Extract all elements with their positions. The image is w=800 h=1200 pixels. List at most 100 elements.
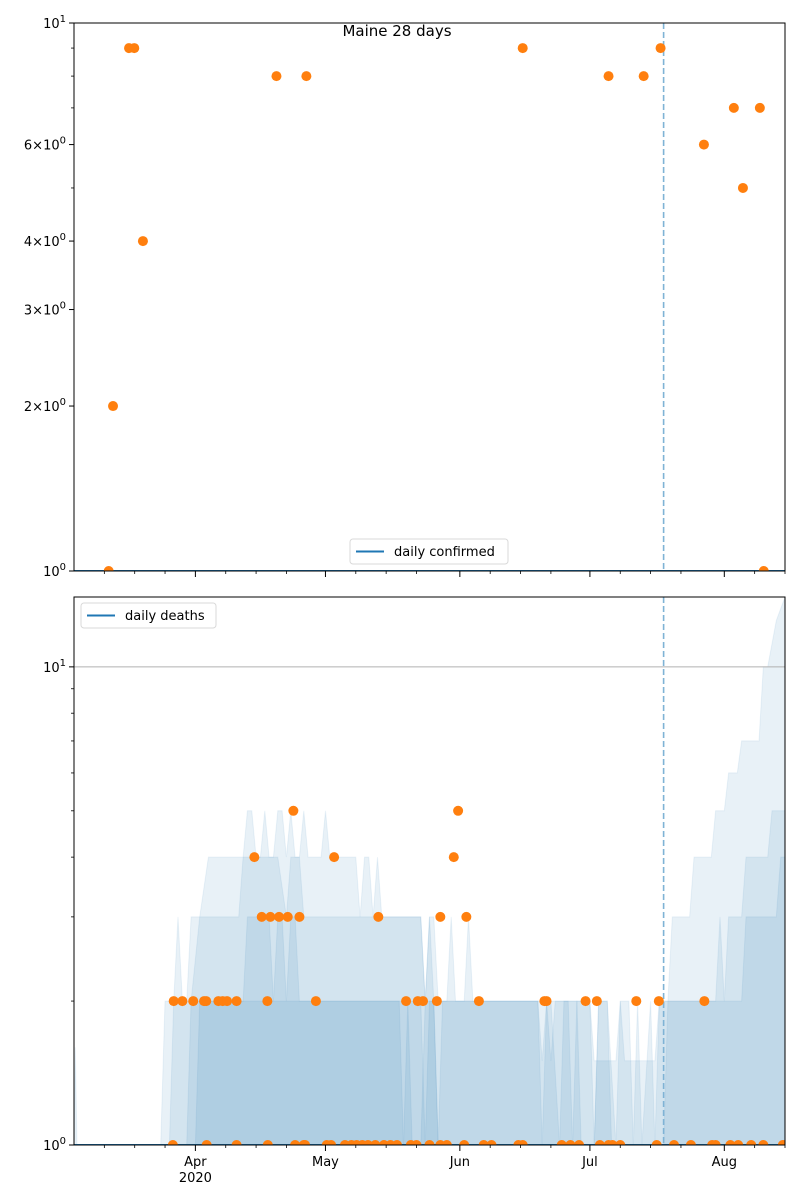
data-point: [603, 71, 614, 82]
data-point: [401, 996, 412, 1007]
legend-box: [80, 602, 217, 629]
data-point: [168, 996, 179, 1007]
data-point: [177, 996, 188, 1007]
data-point: [685, 1140, 696, 1145]
ytick-mult: 2×: [24, 400, 43, 415]
ytick-exp: 0: [60, 232, 66, 243]
data-point: [653, 996, 664, 1007]
ytick-exp: 1: [60, 658, 66, 669]
ytick-base: 10: [43, 565, 60, 580]
data-point: [265, 911, 276, 922]
data-point: [201, 996, 212, 1007]
data-point: [728, 102, 739, 113]
ytick-label: 101: [43, 658, 66, 676]
data-point: [754, 102, 765, 113]
data-point: [473, 996, 484, 1007]
data-point: [737, 182, 748, 193]
legend: daily deaths: [80, 602, 217, 629]
data-point: [256, 911, 267, 922]
data-point: [591, 996, 602, 1007]
data-point: [733, 1140, 744, 1145]
ytick-base: 10: [43, 139, 60, 154]
data-point: [288, 805, 299, 816]
xtick-label: Aug: [712, 1155, 737, 1170]
data-point: [431, 996, 442, 1007]
data-point: [271, 71, 282, 82]
data-point: [486, 1140, 497, 1145]
data-point: [574, 1140, 585, 1145]
data-point: [282, 911, 293, 922]
data-point: [631, 996, 642, 1007]
ytick-base: 10: [43, 304, 60, 319]
data-point: [615, 1140, 626, 1145]
data-point: [580, 996, 591, 1007]
data-point: [638, 71, 649, 82]
data-point: [556, 1140, 567, 1145]
xtick-label: Jun: [449, 1155, 470, 1170]
data-point: [108, 401, 119, 412]
data-point: [517, 43, 528, 54]
legend-label: daily deaths: [125, 609, 205, 624]
ytick-base: 10: [43, 17, 60, 32]
ytick-label: 2×100: [24, 397, 66, 415]
data-point: [222, 996, 233, 1007]
data-point: [417, 996, 428, 1007]
ytick-label: 100: [43, 1136, 66, 1154]
data-point: [310, 996, 321, 1007]
data-point: [424, 1140, 435, 1145]
data-point: [435, 911, 446, 922]
xtick-label: Jul: [581, 1155, 598, 1170]
data-point: [607, 1140, 618, 1145]
data-point: [461, 911, 472, 922]
ytick-mult: 3×: [24, 304, 43, 319]
chart-title: Maine 28 days: [342, 22, 451, 40]
ytick-mult: 6×: [24, 139, 43, 154]
data-point: [391, 1140, 402, 1145]
data-point: [129, 43, 140, 54]
data-point: [137, 236, 148, 247]
ytick-base: 10: [43, 235, 60, 250]
data-point: [758, 566, 769, 571]
ytick-label: 4×100: [24, 232, 66, 250]
data-point: [459, 1140, 470, 1145]
xtick-label: May: [312, 1155, 339, 1170]
data-point: [249, 852, 260, 863]
data-point: [362, 1140, 373, 1145]
band-core: [74, 1000, 785, 1145]
ytick-label: 3×100: [24, 301, 66, 319]
data-point: [441, 1140, 452, 1145]
data-point: [300, 1140, 311, 1145]
data-point: [188, 996, 199, 1007]
data-point: [746, 1140, 757, 1145]
data-point: [231, 996, 242, 1007]
data-point: [777, 1140, 785, 1145]
data-point: [565, 1140, 576, 1145]
data-point: [594, 1140, 605, 1145]
plot-area: [74, 23, 785, 571]
ytick-base: 10: [43, 661, 60, 676]
ytick-exp: 0: [60, 1136, 66, 1147]
ytick-exp: 0: [60, 301, 66, 312]
data-point: [290, 1140, 301, 1145]
xtick-sublabel: 2020: [179, 1171, 212, 1186]
data-point: [329, 852, 340, 863]
legend-box: [349, 538, 509, 565]
data-point: [274, 911, 285, 922]
data-point: [517, 1140, 528, 1145]
band-outer: [74, 597, 785, 1145]
ytick-base: 10: [43, 1139, 60, 1154]
band-middle: [74, 810, 785, 1145]
ytick-label: 6×100: [24, 136, 66, 154]
data-point: [167, 1140, 178, 1145]
data-point: [262, 996, 273, 1007]
data-point: [669, 1140, 680, 1145]
data-point: [411, 1140, 422, 1145]
plot-area: [74, 597, 785, 1145]
data-point: [231, 1140, 242, 1145]
data-point: [655, 43, 666, 54]
ytick-label: 100: [43, 562, 66, 580]
ytick-base: 10: [43, 400, 60, 415]
data-point: [370, 1140, 381, 1145]
